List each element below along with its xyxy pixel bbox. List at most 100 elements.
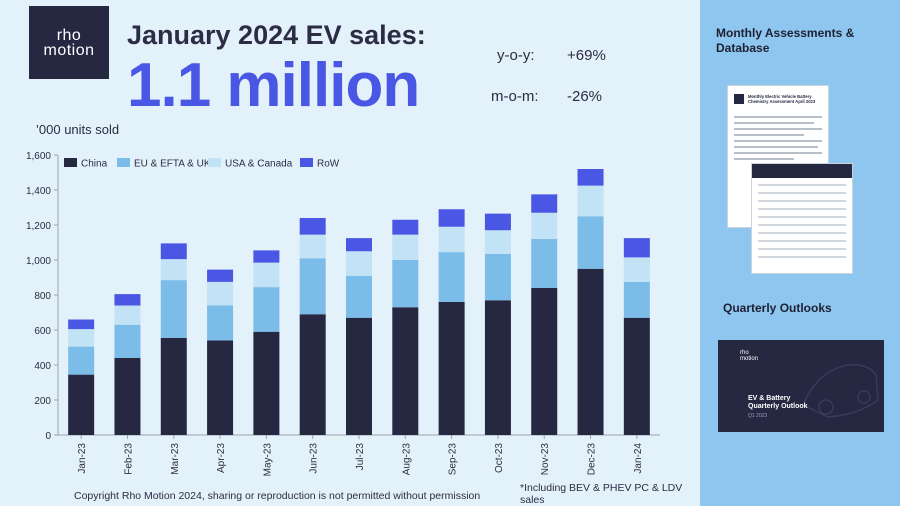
legend-swatch xyxy=(117,158,130,167)
y-tick-label: 800 xyxy=(34,291,51,302)
bar-segment xyxy=(438,302,465,435)
copyright-notice: Copyright Rho Motion 2024, sharing or re… xyxy=(74,490,481,502)
bar-segment xyxy=(114,324,141,358)
database-thumbnail[interactable] xyxy=(751,163,853,274)
bar-segment xyxy=(346,317,372,435)
bar-segment xyxy=(68,346,95,375)
bar-segment xyxy=(253,331,280,435)
x-tick-label: Jan-24 xyxy=(633,443,644,474)
bar-segment xyxy=(299,218,326,235)
bar-segment xyxy=(346,275,372,318)
legend-label: USA & Canada xyxy=(225,159,293,170)
bar-segment xyxy=(531,239,558,288)
bar-segment xyxy=(114,294,141,306)
bar-segment xyxy=(484,300,511,435)
bar-segment xyxy=(299,314,326,435)
bar-segment xyxy=(484,253,511,301)
legend-swatch xyxy=(208,158,221,167)
bar-segment xyxy=(623,238,650,258)
bar-segment xyxy=(531,212,558,239)
x-tick-label: May-23 xyxy=(262,443,273,477)
x-tick-label: Jul-23 xyxy=(355,443,366,471)
x-tick-label: Apr-23 xyxy=(216,443,227,473)
bar-segment xyxy=(346,238,372,252)
monthly-assessments-heading: Monthly Assessments & Database xyxy=(716,26,855,55)
main-panel: rho motion January 2024 EV sales: 1.1 mi… xyxy=(0,0,700,506)
legend-label: EU & EFTA & UK xyxy=(134,159,211,170)
x-tick-label: Mar-23 xyxy=(170,443,181,475)
bar-segment xyxy=(577,216,604,269)
bar-segment xyxy=(577,169,604,186)
y-tick-label: 600 xyxy=(34,326,51,337)
bar-segment xyxy=(484,213,511,231)
outlook-title-line-2: Quarterly Outlook xyxy=(748,403,808,410)
y-tick-label: 1,200 xyxy=(26,221,51,232)
quarterly-outlooks-heading: Quarterly Outlooks xyxy=(723,301,832,315)
report-logo-icon xyxy=(734,94,744,104)
x-tick-label: Nov-23 xyxy=(540,443,551,476)
legend-label: RoW xyxy=(317,159,340,170)
x-tick-label: Aug-23 xyxy=(401,443,412,476)
x-tick-label: Sep-23 xyxy=(448,443,459,476)
footnote: *Including BEV & PHEV PC & LDV sales xyxy=(520,482,683,506)
bar-segment xyxy=(299,258,326,315)
y-tick-label: 1,400 xyxy=(26,186,51,197)
yoy-value: +69% xyxy=(567,47,606,64)
quarterly-outlook-thumbnail[interactable]: rho motion EV & Battery Quarterly Outloo… xyxy=(718,340,884,432)
bar-segment xyxy=(207,281,234,306)
bar-segment xyxy=(160,280,187,338)
outlook-period: Q1 2023 xyxy=(748,413,768,419)
bar-segment xyxy=(207,269,234,282)
bar-segment xyxy=(253,287,280,332)
mom-value: -26% xyxy=(567,88,603,105)
bar-segment xyxy=(577,268,604,435)
x-tick-label: Feb-23 xyxy=(123,443,134,475)
bar-segment xyxy=(160,337,187,435)
bar-segment xyxy=(160,243,187,260)
bar-segment xyxy=(68,319,95,330)
report-title: Monthly Electric Vehicle Battery Chemist… xyxy=(748,94,816,104)
bar-segment xyxy=(484,230,511,254)
bar-segment xyxy=(207,340,234,435)
outlook-title-line-1: EV & Battery xyxy=(748,395,791,402)
y-axis-unit-label: ’000 units sold xyxy=(36,122,120,137)
bar-segment xyxy=(68,329,95,347)
bar-segment xyxy=(114,305,141,325)
outlook-logo-line-2: motion xyxy=(740,356,759,362)
bar-segment xyxy=(623,257,650,282)
bar-segment xyxy=(438,252,465,302)
legend-label: China xyxy=(81,159,108,170)
bar-segment xyxy=(392,307,419,435)
y-tick-label: 400 xyxy=(34,361,51,372)
logo-line-1: rho xyxy=(56,26,82,44)
bar-segment xyxy=(531,288,558,435)
outlook-logo: rho motion xyxy=(740,350,758,362)
x-tick-label: Dec-23 xyxy=(587,443,598,476)
bar-segment xyxy=(623,317,650,435)
bar-segment xyxy=(253,262,280,288)
legend-swatch xyxy=(64,158,77,167)
bar-segment xyxy=(392,234,419,260)
bar-segment xyxy=(438,226,465,253)
outlook-title: EV & Battery Quarterly Outlook xyxy=(748,395,808,411)
bar-segment xyxy=(438,209,465,227)
y-tick-label: 0 xyxy=(45,431,51,442)
y-tick-label: 1,600 xyxy=(26,151,51,162)
total-sales-figure: 1.1 million xyxy=(127,51,420,120)
x-tick-label: Oct-23 xyxy=(494,443,505,473)
stacked-bar-chart: 0 200 400 600 800 1,000 1,200 1,400 1,600 Jan-23 F… xyxy=(26,151,660,477)
bar-segment xyxy=(392,219,419,235)
bar-segment xyxy=(207,305,234,341)
mom-label: m-o-m: xyxy=(491,88,539,105)
bar-segment xyxy=(346,251,372,276)
y-tick-label: 200 xyxy=(34,396,51,407)
yoy-label: y-o-y: xyxy=(497,47,535,64)
bar-segment xyxy=(531,194,558,213)
bar-segment xyxy=(623,281,650,318)
x-tick-label: Jun-23 xyxy=(309,443,320,474)
bar-segment xyxy=(299,234,326,259)
legend-swatch xyxy=(300,158,313,167)
bar-segment xyxy=(160,259,187,281)
y-tick-label: 1,000 xyxy=(26,256,51,267)
